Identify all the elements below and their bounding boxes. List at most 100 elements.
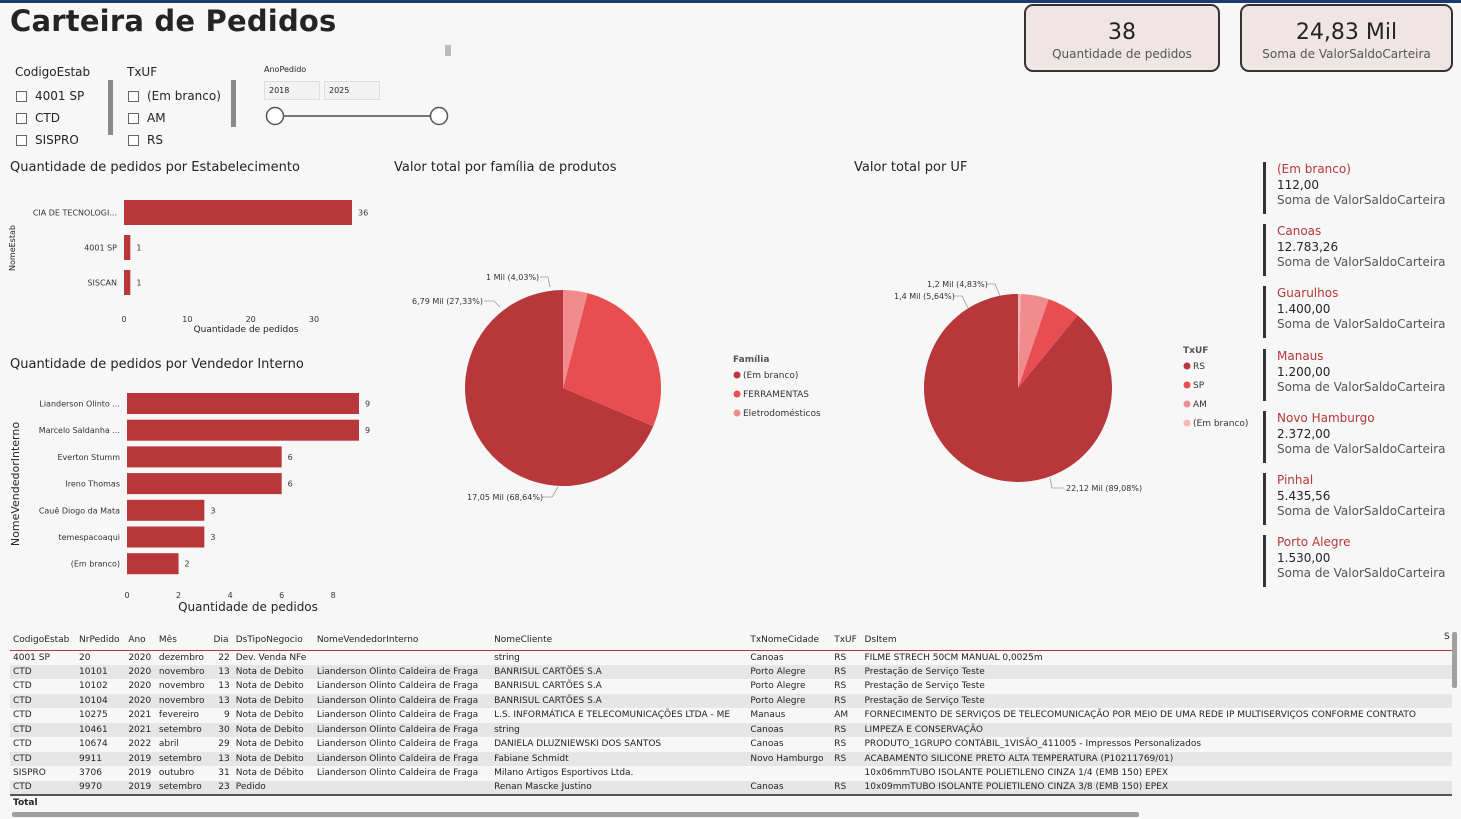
- table-cell: 20: [79, 652, 91, 663]
- slicer-item[interactable]: 4001 SP: [15, 85, 90, 107]
- bar[interactable]: [127, 499, 205, 521]
- table-row[interactable]: CTD 10275 2021 fevereiro 9 Nota de Debito Lian…: [10, 708, 1452, 723]
- table-row[interactable]: 4001 SP 20 2020 dezembro 22 Dev. Venda NFe str…: [10, 650, 1452, 665]
- pie-slice[interactable]: [465, 290, 654, 486]
- table-column-header[interactable]: NomeCliente: [491, 630, 748, 651]
- table-row[interactable]: SISPRO 3706 2019 outubro 31 Nota de Débito Lia…: [10, 766, 1452, 781]
- table-cell: 13: [210, 751, 233, 766]
- pie-data-label: 17,05 Mil (68,64%): [467, 493, 543, 502]
- slicer-item[interactable]: RS: [127, 129, 221, 151]
- legend-entry[interactable]: SP: [1193, 381, 1205, 391]
- checkbox[interactable]: [128, 134, 139, 146]
- pie-slice[interactable]: [1018, 294, 1049, 388]
- table-cell: Nota de Debito: [232, 693, 314, 708]
- pie-slice[interactable]: [563, 293, 661, 427]
- page-title: Carteira de Pedidos: [10, 4, 337, 38]
- checkbox[interactable]: [128, 112, 139, 124]
- table-cell: Milano Artigos Esportivos Ltda.: [494, 768, 634, 779]
- leader-line: [1049, 477, 1064, 489]
- table-row[interactable]: CTD 10104 2020 novembro 13 Nota de Debito Lian…: [10, 693, 1452, 708]
- slicer-item[interactable]: (Em branco): [127, 85, 221, 107]
- kpi-card-pedidos[interactable]: 38 Quantidade de pedidos: [1024, 4, 1220, 72]
- bar[interactable]: [127, 446, 282, 468]
- table-cell: 10674: [79, 739, 108, 750]
- slider-handle-right[interactable]: [429, 106, 449, 126]
- multirow-value: 1.400,00: [1277, 302, 1331, 317]
- table-row[interactable]: CTD 10674 2022 abril 29 Nota de Debito Liander…: [10, 737, 1452, 752]
- multirow-item[interactable]: Canoas 12.783,26 Soma de ValorSaldoCarteir…: [1263, 224, 1453, 277]
- slicer-item-label: RS: [147, 133, 163, 147]
- multirow-item[interactable]: Novo Hamburgo 2.372,00 Soma de ValorSaldoC…: [1263, 410, 1453, 463]
- bar[interactable]: [127, 393, 359, 414]
- table-column-header[interactable]: Ano: [125, 630, 156, 651]
- legend-entry[interactable]: AM: [1193, 400, 1207, 410]
- table-row[interactable]: CTD 9970 2019 setembro 23 Pedido Renan Mascke …: [10, 780, 1452, 795]
- x-tick-label: 30: [309, 315, 319, 324]
- checkbox[interactable]: [16, 90, 27, 102]
- legend-entry[interactable]: FERRAMENTAS: [743, 390, 809, 400]
- bar[interactable]: [127, 526, 205, 548]
- slicer-item[interactable]: CTD: [15, 107, 90, 129]
- table-column-header[interactable]: Dia: [210, 630, 233, 651]
- table-column-header[interactable]: TxNomeCidade: [747, 630, 832, 651]
- legend-entry[interactable]: RS: [1193, 362, 1205, 372]
- table-column-header[interactable]: TxUF: [831, 630, 862, 651]
- slicer-scrollbar[interactable]: [108, 80, 113, 135]
- checkbox[interactable]: [128, 90, 139, 102]
- pie-slice[interactable]: [1018, 299, 1078, 388]
- pie-slice[interactable]: [563, 290, 588, 388]
- table-column-header[interactable]: DsTipoNegocio: [232, 630, 314, 651]
- slicer-item[interactable]: SISPRO: [15, 129, 90, 151]
- bar[interactable]: [127, 553, 179, 575]
- multirow-label: Soma de ValorSaldoCarteira: [1277, 379, 1446, 394]
- table-row[interactable]: CTD 10101 2020 novembro 13 Nota de Debito Lian…: [10, 664, 1452, 679]
- bar[interactable]: [124, 270, 131, 295]
- table-row[interactable]: CTD 9911 2019 setembro 13 Nota de Debito Liand…: [10, 751, 1452, 766]
- bar[interactable]: [124, 200, 352, 225]
- bar-data-label: 9: [365, 426, 370, 435]
- checkbox[interactable]: [16, 134, 27, 146]
- table-cell: Lianderson Olinto Caldeira de Fraga: [313, 722, 492, 737]
- multirow-label: Soma de ValorSaldoCarteira: [1277, 255, 1446, 270]
- bar[interactable]: [127, 473, 282, 495]
- table-column-header[interactable]: DsItem: [861, 630, 1452, 651]
- table-header-row: CodigoEstab NrPedido Ano Mês Dia DsTipoNegoci…: [10, 630, 1452, 651]
- table-horizontal-scrollbar[interactable]: [12, 812, 1139, 817]
- pie-slice[interactable]: [1018, 294, 1021, 388]
- multirow-item[interactable]: Manaus 1.200,00 Soma de ValorSaldoCarteira: [1263, 348, 1453, 401]
- legend-entry[interactable]: (Em branco): [743, 371, 798, 381]
- checkbox[interactable]: [16, 112, 27, 124]
- bar[interactable]: [124, 235, 131, 260]
- table-cell: Prestação de Serviço Teste: [861, 664, 1452, 679]
- date-to-input[interactable]: 2025: [324, 81, 380, 100]
- slicer-scrollbar[interactable]: [231, 80, 236, 127]
- legend-entry[interactable]: (Em branco): [1193, 419, 1248, 429]
- legend-marker: [1183, 362, 1191, 370]
- year-range-slider[interactable]: [262, 104, 454, 128]
- kpi-card-saldo[interactable]: 24,83 Mil Soma de ValorSaldoCarteira: [1240, 4, 1453, 72]
- table-cell: Lianderson Olinto Caldeira de Fraga: [313, 664, 492, 679]
- table-cell: [314, 650, 491, 665]
- table-row[interactable]: CTD 10102 2020 novembro 13 Nota de Debito Lian…: [10, 679, 1452, 694]
- table-column-header[interactable]: Mês: [155, 630, 211, 651]
- multirow-item[interactable]: Porto Alegre 1.530,00 Soma de ValorSaldoCa…: [1263, 535, 1453, 588]
- multirow-item[interactable]: Pinhal 5.435,56 Soma de ValorSaldoCarteira: [1263, 473, 1453, 525]
- table-cell: abril: [158, 739, 179, 750]
- slicer-item[interactable]: AM: [127, 107, 221, 129]
- legend-entry[interactable]: Eletrodomésticos: [743, 408, 821, 419]
- bar[interactable]: [127, 419, 359, 441]
- table-cell: novembro: [155, 664, 211, 679]
- slider-handle-left[interactable]: [265, 106, 285, 126]
- table-cell: CTD: [13, 681, 32, 692]
- table-column-header[interactable]: NrPedido: [76, 630, 126, 651]
- table-row[interactable]: CTD 10461 2021 setembro 30 Nota de Debito Lian…: [10, 722, 1452, 737]
- table-column-header[interactable]: NomeVendedorInterno: [313, 630, 492, 651]
- table-column-header[interactable]: CodigoEstab: [10, 630, 77, 651]
- multirow-label: Soma de ValorSaldoCarteira: [1277, 566, 1446, 581]
- table-cell: 10x06mmTUBO ISOLANTE POLIETILENO CINZA 1…: [864, 768, 1169, 779]
- date-from-input[interactable]: 2018: [264, 81, 320, 100]
- table-cell: string: [494, 652, 520, 663]
- table-vertical-scrollbar[interactable]: [1452, 632, 1457, 688]
- multirow-item[interactable]: (Em branco) 112,00 Soma de ValorSaldoCarte…: [1263, 162, 1453, 214]
- multirow-item[interactable]: Guarulhos 1.400,00 Soma de ValorSaldoCarte…: [1263, 286, 1453, 339]
